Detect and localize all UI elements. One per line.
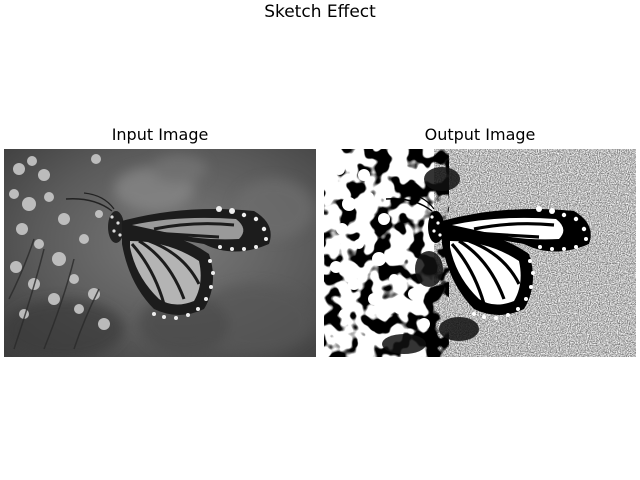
figure-title: Sketch Effect	[264, 2, 376, 22]
input-image-title: Input Image	[111, 125, 209, 144]
output-image	[324, 149, 636, 357]
input-image	[4, 149, 316, 357]
output-image-title: Output Image	[424, 125, 536, 144]
